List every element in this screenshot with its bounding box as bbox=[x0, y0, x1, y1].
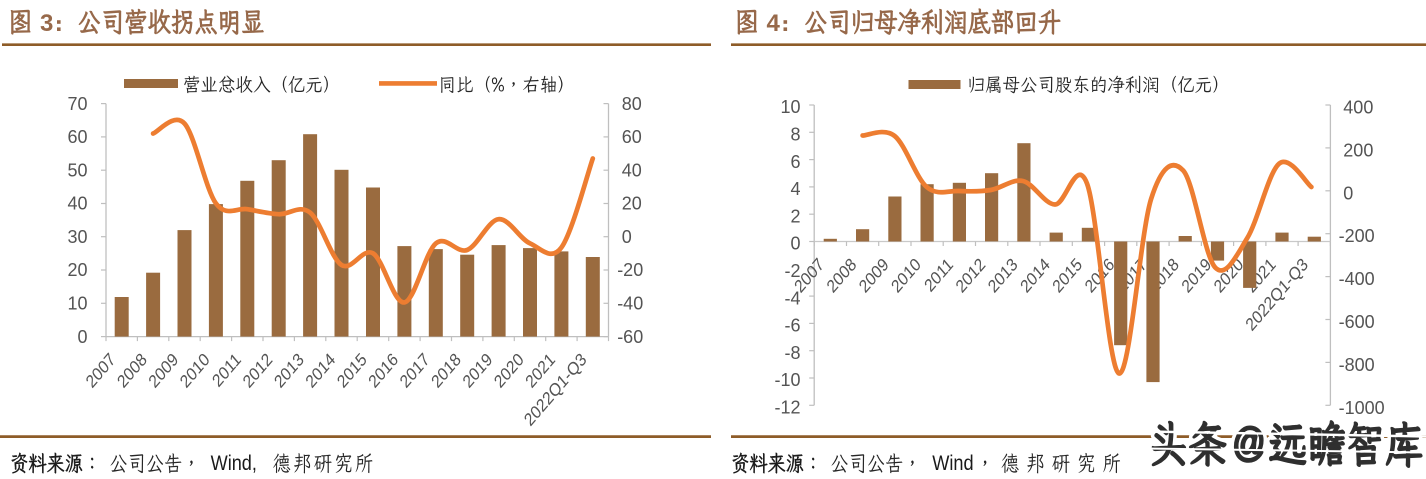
svg-text:2011: 2011 bbox=[209, 349, 245, 391]
svg-text:30: 30 bbox=[67, 227, 87, 247]
svg-text:-1000: -1000 bbox=[1339, 398, 1385, 418]
svg-text:8: 8 bbox=[790, 125, 800, 145]
svg-text:-200: -200 bbox=[1339, 226, 1375, 246]
svg-text:10: 10 bbox=[67, 294, 87, 314]
svg-text:2019: 2019 bbox=[459, 349, 496, 392]
svg-text:2020: 2020 bbox=[491, 349, 528, 392]
svg-text:60: 60 bbox=[622, 127, 642, 147]
svg-text:2011: 2011 bbox=[921, 254, 957, 296]
svg-text:-2: -2 bbox=[784, 261, 800, 281]
svg-text:2014: 2014 bbox=[1017, 254, 1054, 297]
svg-text:-40: -40 bbox=[617, 294, 643, 314]
svg-text:2013: 2013 bbox=[984, 254, 1021, 297]
svg-text:2010: 2010 bbox=[176, 349, 213, 392]
svg-text:2: 2 bbox=[790, 206, 800, 226]
svg-text:70: 70 bbox=[67, 94, 87, 114]
svg-text:80: 80 bbox=[622, 94, 642, 114]
svg-text:4: 4 bbox=[767, 10, 781, 37]
svg-text:-10: -10 bbox=[774, 370, 800, 390]
svg-text:2008: 2008 bbox=[114, 349, 151, 392]
svg-text:10: 10 bbox=[780, 97, 800, 117]
svg-text:2012: 2012 bbox=[952, 254, 989, 297]
svg-text:-8: -8 bbox=[784, 343, 800, 363]
svg-text:40: 40 bbox=[67, 194, 87, 214]
svg-text:200: 200 bbox=[1343, 140, 1373, 160]
svg-text:2016: 2016 bbox=[365, 349, 402, 392]
svg-text:-6: -6 bbox=[784, 316, 800, 336]
svg-text:2012: 2012 bbox=[239, 349, 276, 392]
svg-text:-600: -600 bbox=[1339, 312, 1375, 332]
svg-text:2018: 2018 bbox=[428, 349, 465, 392]
svg-text:0: 0 bbox=[622, 227, 632, 247]
svg-text:3: 3 bbox=[40, 10, 53, 37]
svg-text:-4: -4 bbox=[784, 288, 800, 308]
svg-text:0: 0 bbox=[790, 234, 800, 254]
svg-text:2009: 2009 bbox=[145, 349, 182, 392]
svg-text:0: 0 bbox=[77, 327, 87, 347]
svg-text:60: 60 bbox=[67, 127, 87, 147]
svg-text:2015: 2015 bbox=[1049, 254, 1086, 297]
svg-text:2008: 2008 bbox=[823, 254, 860, 297]
svg-text:-400: -400 bbox=[1339, 269, 1375, 289]
svg-text:4: 4 bbox=[790, 179, 800, 199]
svg-text:-800: -800 bbox=[1339, 355, 1375, 375]
svg-text:-12: -12 bbox=[774, 398, 800, 418]
svg-text:2017: 2017 bbox=[396, 349, 433, 392]
svg-text:2007: 2007 bbox=[82, 349, 119, 392]
svg-text:2015: 2015 bbox=[334, 349, 371, 392]
svg-text:2013: 2013 bbox=[271, 349, 308, 392]
svg-text:40: 40 bbox=[622, 160, 642, 180]
svg-text:2010: 2010 bbox=[888, 254, 925, 297]
svg-text:20: 20 bbox=[622, 194, 642, 214]
svg-text:-20: -20 bbox=[617, 260, 643, 280]
svg-text:0: 0 bbox=[1343, 183, 1353, 203]
svg-text:Wind,: Wind, bbox=[211, 452, 257, 475]
svg-text:-60: -60 bbox=[617, 327, 643, 347]
svg-text:Wind: Wind bbox=[932, 452, 973, 475]
svg-text:2009: 2009 bbox=[855, 254, 892, 297]
svg-text:6: 6 bbox=[790, 152, 800, 172]
svg-text:20: 20 bbox=[67, 260, 87, 280]
svg-text:50: 50 bbox=[67, 160, 87, 180]
svg-text:2014: 2014 bbox=[302, 349, 339, 392]
svg-text:400: 400 bbox=[1343, 98, 1373, 118]
